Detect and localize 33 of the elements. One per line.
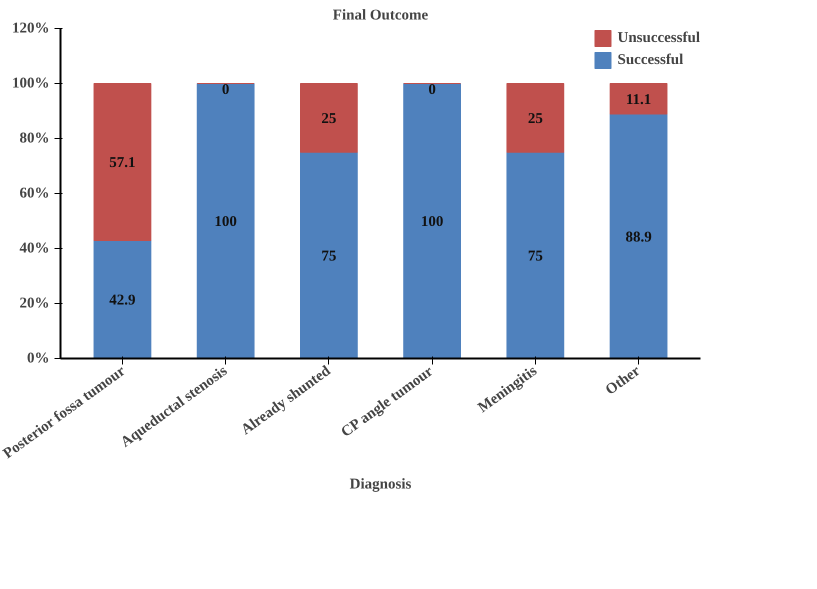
- data-label: 0: [222, 82, 230, 98]
- legend-label: Successful: [617, 52, 684, 68]
- bar: [94, 240, 152, 358]
- bar: [506, 152, 564, 358]
- chart-title: Final Outcome: [332, 8, 429, 24]
- bar: [403, 83, 461, 358]
- bar: [610, 83, 668, 115]
- y-tick-label: 40%: [20, 240, 50, 256]
- data-label: 57.1: [109, 155, 136, 172]
- bar: [300, 152, 358, 358]
- bar: [610, 114, 668, 358]
- data-label: 25: [321, 110, 336, 127]
- y-tick-label: 120%: [12, 20, 50, 36]
- y-tick-label: 20%: [20, 296, 50, 312]
- data-label: 75: [528, 248, 543, 264]
- data-label: 42.9: [109, 292, 136, 309]
- data-label: 100: [420, 214, 444, 230]
- y-tick-label: 0%: [27, 350, 50, 366]
- y-tick-label: 100%: [12, 76, 50, 92]
- data-label: 88.9: [625, 229, 652, 246]
- bar: [94, 83, 152, 242]
- x-axis-title: Diagnosis: [350, 476, 412, 493]
- data-label: 0: [428, 82, 436, 98]
- data-label: 75: [321, 248, 336, 264]
- data-label: 100: [214, 214, 237, 230]
- bar: [196, 83, 255, 358]
- bar: [506, 83, 564, 153]
- legend-label: Unsuccessful: [617, 30, 700, 46]
- y-tick-label: 60%: [20, 186, 50, 202]
- data-label: 25: [528, 110, 543, 127]
- data-label: 11.1: [626, 92, 652, 108]
- bar: [300, 83, 358, 153]
- y-tick-label: 80%: [20, 130, 50, 146]
